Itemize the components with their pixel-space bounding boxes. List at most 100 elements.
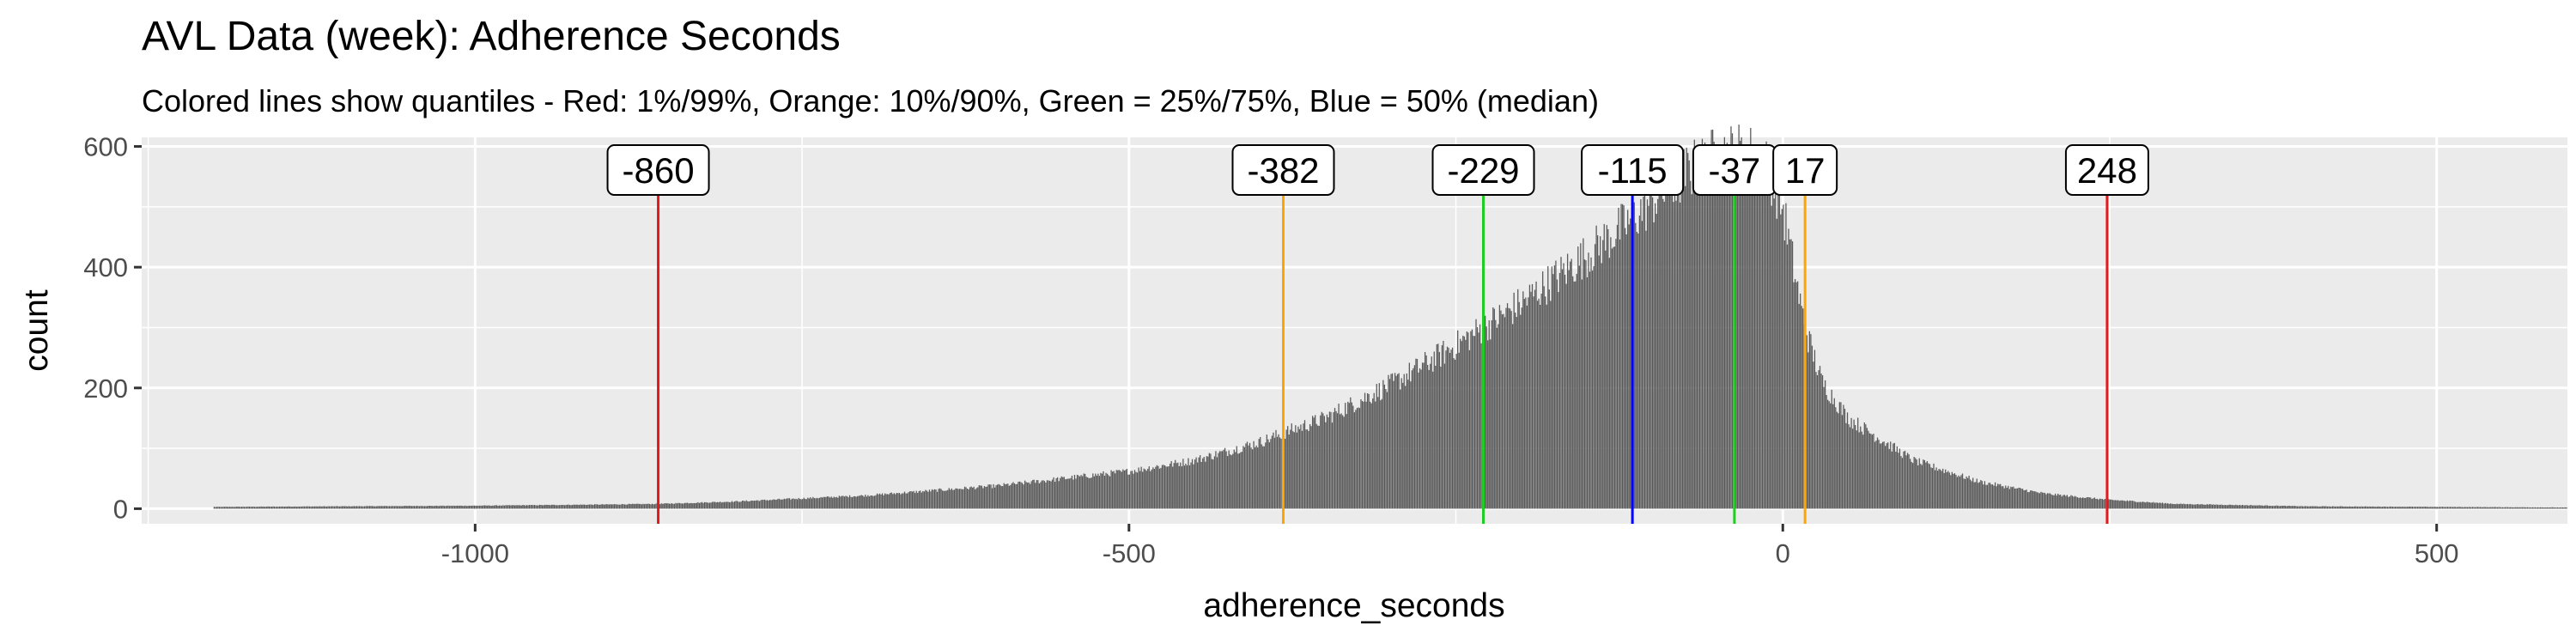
histogram-bar [1675, 200, 1677, 509]
histogram-bar [1058, 481, 1060, 509]
histogram-bar [1885, 446, 1886, 509]
histogram-bar [684, 502, 686, 509]
histogram-bar [1912, 463, 1914, 509]
histogram-bar [1495, 319, 1497, 509]
histogram-bar [1716, 182, 1717, 509]
histogram-bar [2330, 506, 2332, 509]
histogram-bar [481, 505, 483, 509]
histogram-bar [1090, 477, 1091, 509]
histogram-bar [428, 505, 429, 509]
histogram-bar [2168, 503, 2170, 509]
histogram-bar [238, 507, 240, 509]
histogram-bar [430, 506, 432, 509]
histogram-bar [1706, 190, 1709, 509]
histogram-bar [230, 507, 232, 509]
histogram-bar [2014, 488, 2016, 509]
histogram-bar [1610, 237, 1612, 509]
histogram-bar [795, 498, 797, 509]
histogram-bar [681, 503, 683, 509]
histogram-bar [1355, 410, 1357, 509]
histogram-bar [556, 505, 558, 509]
histogram-bar [1896, 446, 1899, 509]
histogram-bar [2087, 497, 2089, 509]
histogram-bar [500, 505, 501, 509]
histogram-bar [1220, 451, 1222, 509]
histogram-bar [760, 500, 762, 509]
histogram-bar [1533, 296, 1534, 509]
histogram-bar [1903, 451, 1905, 509]
histogram-bar [443, 506, 446, 509]
histogram-bar [1113, 471, 1115, 509]
histogram-bar [2381, 507, 2384, 509]
histogram-bar [2251, 505, 2254, 509]
histogram-bar [855, 496, 857, 509]
histogram-bar [1565, 283, 1567, 509]
histogram-bar [314, 506, 316, 509]
histogram-bar [1966, 477, 1969, 509]
histogram-bar [462, 506, 464, 509]
histogram-bar [2383, 506, 2385, 509]
histogram-bar [1150, 471, 1151, 509]
histogram-bar [1870, 434, 1872, 509]
histogram-bar [547, 504, 549, 509]
histogram-bar [1250, 447, 1252, 509]
histogram-bar [2046, 493, 2049, 509]
histogram-bar [2180, 503, 2182, 509]
histogram-bar [1580, 243, 1582, 509]
histogram-bar [1428, 369, 1430, 509]
histogram-bar [2453, 507, 2455, 509]
histogram-bar [330, 506, 331, 509]
histogram-bar [981, 485, 982, 509]
histogram-bar [1451, 347, 1454, 509]
histogram-bar [382, 506, 384, 509]
histogram-bar [813, 498, 816, 509]
histogram-bar [2370, 506, 2372, 509]
histogram-bar [2500, 507, 2502, 509]
histogram-bar [1797, 281, 1799, 509]
histogram-bar [756, 500, 758, 509]
histogram-bar [1157, 465, 1159, 509]
histogram-bar [1313, 417, 1315, 509]
histogram-bar [892, 494, 894, 509]
histogram-bar [1568, 270, 1570, 509]
histogram-bar [1402, 382, 1404, 509]
histogram-bar [1570, 261, 1571, 509]
histogram-bar [2160, 502, 2162, 509]
histogram-bar [2550, 507, 2552, 509]
histogram-bar [887, 494, 889, 509]
histogram-bar [2115, 500, 2117, 509]
histogram-bar [958, 489, 961, 509]
histogram-bar [362, 506, 364, 509]
histogram-bar [1385, 389, 1387, 509]
histogram-bar [2151, 502, 2153, 509]
histogram-bar [1273, 437, 1276, 509]
histogram-bar [1088, 477, 1090, 509]
histogram-bar [1478, 332, 1479, 509]
histogram-bar [2353, 507, 2354, 509]
histogram-bar [1538, 298, 1540, 509]
histogram-bar [468, 505, 471, 509]
histogram-bar [1938, 469, 1940, 509]
histogram-bar [2486, 507, 2488, 509]
histogram-bar [1108, 475, 1109, 509]
histogram-bar [2443, 507, 2445, 509]
histogram-bar [1728, 146, 1731, 509]
quantile-label: 17 [1785, 150, 1826, 191]
histogram-bar [1155, 466, 1157, 509]
histogram-bar [625, 504, 627, 509]
histogram-bar [1605, 250, 1607, 509]
histogram-bar [1122, 469, 1124, 509]
histogram-bar [823, 496, 826, 509]
histogram-bar [796, 499, 799, 509]
histogram-bar [1941, 471, 1942, 509]
histogram-bar [977, 487, 979, 509]
y-axis-title: count [18, 289, 55, 372]
histogram-bar [583, 504, 586, 509]
histogram-bar [2133, 501, 2135, 509]
histogram-bar [1462, 335, 1464, 509]
histogram-bar [2416, 507, 2419, 509]
histogram-bar [2525, 507, 2527, 509]
histogram-bar [2342, 506, 2344, 509]
histogram-bar [1473, 336, 1476, 509]
histogram-bar [1627, 210, 1629, 509]
